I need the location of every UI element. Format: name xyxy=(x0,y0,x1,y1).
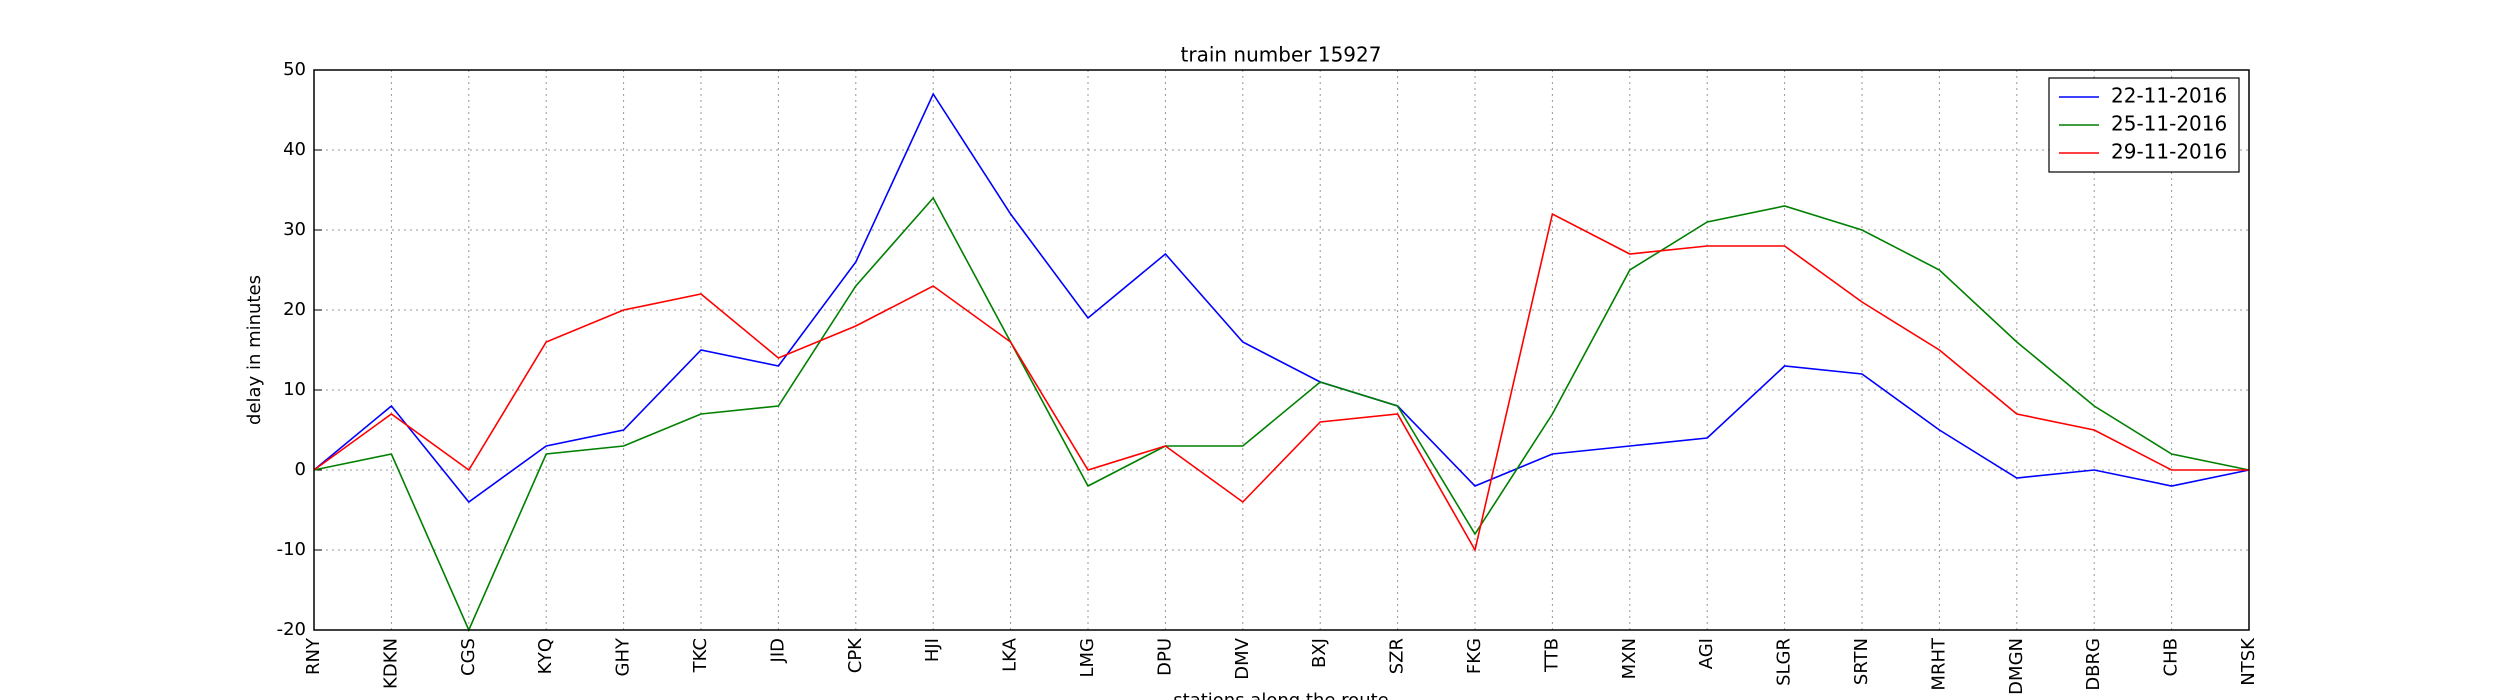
legend-label: 25-11-2016 xyxy=(2111,112,2227,136)
y-tick-label: 40 xyxy=(283,139,306,160)
data-line xyxy=(313,92,2250,504)
x-tick-label: CGS xyxy=(458,638,479,676)
plot-frame xyxy=(313,69,2250,631)
y-tick-label: -20 xyxy=(277,619,306,640)
x-tick-label: FKG xyxy=(1464,638,1485,674)
x-tick-label: NTSK xyxy=(2238,637,2259,686)
x-axis-label: stations along the route xyxy=(1173,690,1388,700)
data-line xyxy=(313,212,2249,553)
x-tick-label: MXN xyxy=(1619,638,1640,679)
y-axis-label: delay in minutes xyxy=(244,275,265,425)
x-tick-label: GHY xyxy=(613,637,634,676)
y-tick-label: 50 xyxy=(283,59,306,80)
x-tick-label: SLGR xyxy=(1774,638,1795,686)
y-tick-label: 20 xyxy=(283,299,306,320)
x-tick-label: CPK xyxy=(845,637,866,673)
x-tick-label: TTB xyxy=(1541,638,1562,673)
data-line xyxy=(313,196,2250,632)
x-tick-label: KYQ xyxy=(535,638,556,674)
legend-label: 29-11-2016 xyxy=(2111,140,2227,164)
x-tick-label: HJI xyxy=(922,638,943,662)
x-tick-label: DMV xyxy=(1232,637,1253,679)
y-tick-label: 10 xyxy=(283,379,306,400)
y-tick-label: 0 xyxy=(295,459,306,480)
x-tick-label: LMG xyxy=(1077,638,1098,678)
x-tick-label: KDKN xyxy=(380,638,401,689)
chart-title: train number 15927 xyxy=(1181,43,1382,67)
y-tick-label: -10 xyxy=(277,539,306,560)
x-tick-label: DPU xyxy=(1154,638,1175,676)
x-tick-label: TKC xyxy=(690,638,711,673)
y-tick-label: 30 xyxy=(283,219,306,240)
x-tick-label: BXJ xyxy=(1309,638,1330,668)
x-tick-label: DBRG xyxy=(2083,638,2104,691)
x-tick-label: SZR xyxy=(1387,638,1408,674)
legend-label: 22-11-2016 xyxy=(2111,84,2227,108)
x-tick-label: CHB xyxy=(2161,638,2182,676)
x-tick-label: LKA xyxy=(1000,637,1021,672)
x-tick-label: DMGN xyxy=(2006,638,2027,695)
x-tick-label: AGI xyxy=(1696,638,1717,669)
x-tick-label: JID xyxy=(767,638,788,663)
x-tick-label: SRTN xyxy=(1851,638,1872,685)
x-tick-label: MRHT xyxy=(1928,637,1949,691)
x-tick-label: RNY xyxy=(303,637,324,675)
